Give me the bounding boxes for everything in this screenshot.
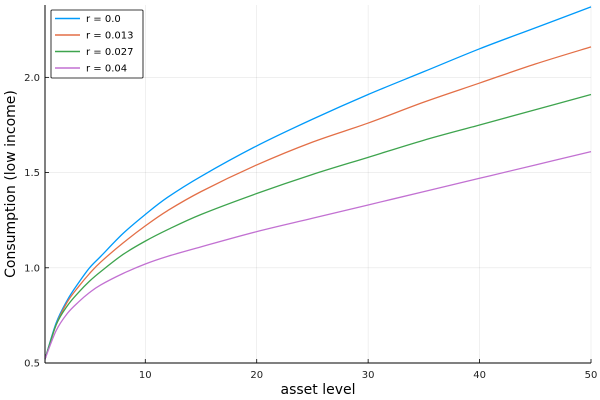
x-tick-label: 40 <box>473 370 486 381</box>
series-line-2 <box>44 93 592 360</box>
legend-box <box>50 9 144 79</box>
legend-label-0: r = 0.0 <box>86 14 121 25</box>
legend-label-3: r = 0.04 <box>86 64 127 75</box>
x-axis-title: asset level <box>280 382 355 398</box>
y-tick-label: 2.0 <box>24 73 40 84</box>
series-line-0 <box>44 6 592 360</box>
x-tick-label: 50 <box>585 370 598 381</box>
legend-label-1: r = 0.013 <box>86 31 133 42</box>
series-line-1 <box>44 46 592 360</box>
x-tick-label: 10 <box>139 370 152 381</box>
y-tick-label: 1.0 <box>24 263 40 274</box>
legend-label-2: r = 0.027 <box>86 47 133 58</box>
tick-labels: 10 20 30 40 50 0.5 1.0 1.5 2.0 <box>24 73 597 381</box>
tick-marks <box>45 76 592 364</box>
y-axis-title: Consumption (low income) <box>3 90 19 278</box>
x-tick-label: 20 <box>250 370 263 381</box>
series-line-3 <box>44 150 592 360</box>
legend: r = 0.0 r = 0.013 r = 0.027 r = 0.04 <box>50 9 144 79</box>
axes-frame <box>44 5 591 364</box>
x-tick-label: 30 <box>362 370 375 381</box>
y-tick-label: 0.5 <box>24 359 40 370</box>
y-tick-label: 1.5 <box>24 168 40 179</box>
series-lines <box>44 6 592 360</box>
